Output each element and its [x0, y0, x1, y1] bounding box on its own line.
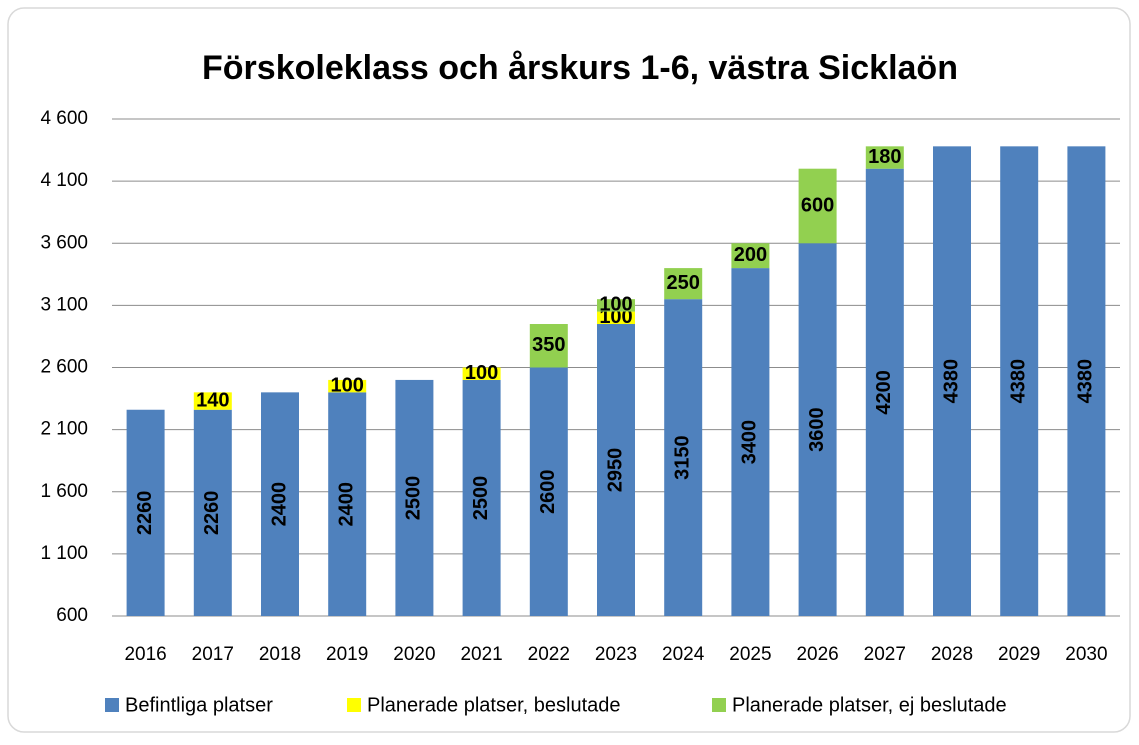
- value-label: 2260: [201, 491, 223, 536]
- x-tick-label: 2029: [998, 644, 1040, 665]
- bar-segment: [664, 268, 703, 300]
- bar-segment: [126, 409, 165, 616]
- y-tick-label: 600: [56, 605, 88, 626]
- x-tick-label: 2028: [931, 644, 973, 665]
- bar-segment: [597, 324, 635, 616]
- x-tick-label: 2018: [259, 644, 301, 665]
- bar-segment: [395, 379, 434, 616]
- legend-swatch: [712, 698, 726, 712]
- bar-segment: [328, 392, 367, 616]
- x-tick-label: 2030: [1065, 644, 1107, 665]
- value-label: 250: [667, 272, 700, 294]
- value-label: 3400: [739, 420, 761, 465]
- value-label: 2400: [335, 482, 357, 527]
- bar-segment: [865, 168, 904, 616]
- value-label: 2500: [470, 476, 492, 521]
- bar-segment: [731, 243, 770, 269]
- x-tick-label: 2021: [460, 644, 502, 665]
- value-label: 200: [734, 244, 767, 266]
- bar-segment: [664, 299, 703, 616]
- value-label: 100: [465, 362, 498, 384]
- x-tick-label: 2017: [192, 644, 234, 665]
- y-tick-label: 4 600: [40, 108, 88, 129]
- value-label: 2600: [537, 470, 559, 515]
- y-tick-label: 3 100: [40, 294, 88, 315]
- x-tick-label: 2024: [662, 644, 705, 665]
- bar-segment: [462, 367, 501, 380]
- bar-segment: [529, 367, 568, 616]
- bar-segment: [462, 379, 501, 616]
- value-label: 100: [599, 294, 632, 316]
- bar-segment: [597, 299, 635, 312]
- x-tick-label: 2019: [326, 644, 368, 665]
- value-label: 2260: [134, 491, 156, 536]
- bar-segment: [261, 392, 299, 616]
- value-label: 4380: [1007, 359, 1029, 404]
- bar-segment: [193, 392, 232, 410]
- y-tick-label: 2 100: [40, 419, 88, 440]
- legend-swatch: [105, 698, 119, 712]
- bar-segment: [328, 379, 367, 393]
- x-tick-label: 2016: [124, 644, 166, 665]
- bar-segment: [731, 268, 770, 616]
- bar-segment: [865, 146, 904, 169]
- y-tick-label: 2 600: [40, 357, 88, 378]
- value-label: 100: [331, 374, 364, 396]
- bar-segment: [798, 168, 837, 244]
- value-label: 2950: [604, 448, 626, 493]
- value-label: 3150: [671, 435, 693, 480]
- y-tick-label: 3 600: [40, 232, 88, 253]
- legend-label: Befintliga platser: [125, 694, 273, 716]
- legend-swatch: [347, 698, 361, 712]
- y-tick-label: 4 100: [40, 170, 88, 191]
- bar-segment: [193, 409, 232, 616]
- bar-segment: [933, 146, 971, 616]
- y-tick-label: 1 600: [40, 481, 88, 502]
- value-label: 350: [532, 334, 565, 356]
- value-label: 4200: [873, 370, 895, 415]
- value-label: 140: [196, 389, 229, 411]
- legend-label: Planerade platser, beslutade: [367, 694, 621, 716]
- x-tick-label: 2023: [595, 644, 637, 665]
- value-label: 600: [801, 194, 834, 216]
- value-label: 4380: [940, 359, 962, 404]
- value-label: 2400: [268, 482, 290, 527]
- chart-title: Förskoleklass och årskurs 1-6, västra Si…: [202, 49, 958, 87]
- x-tick-label: 2025: [729, 644, 771, 665]
- x-tick-label: 2020: [393, 644, 435, 665]
- bar-segment: [798, 243, 837, 616]
- value-label: 4380: [1075, 359, 1097, 404]
- value-label: 2500: [403, 476, 425, 521]
- legend-label: Planerade platser, ej beslutade: [732, 694, 1007, 716]
- bar-segment: [1067, 146, 1106, 616]
- x-tick-label: 2022: [528, 644, 570, 665]
- x-tick-label: 2027: [864, 644, 906, 665]
- y-tick-label: 1 100: [40, 543, 88, 564]
- bar-segment: [597, 311, 635, 325]
- value-label: 3600: [806, 407, 828, 452]
- bar-segment: [529, 324, 568, 368]
- bar-segment: [1000, 146, 1039, 616]
- x-tick-label: 2026: [796, 644, 838, 665]
- value-label: 180: [868, 146, 901, 168]
